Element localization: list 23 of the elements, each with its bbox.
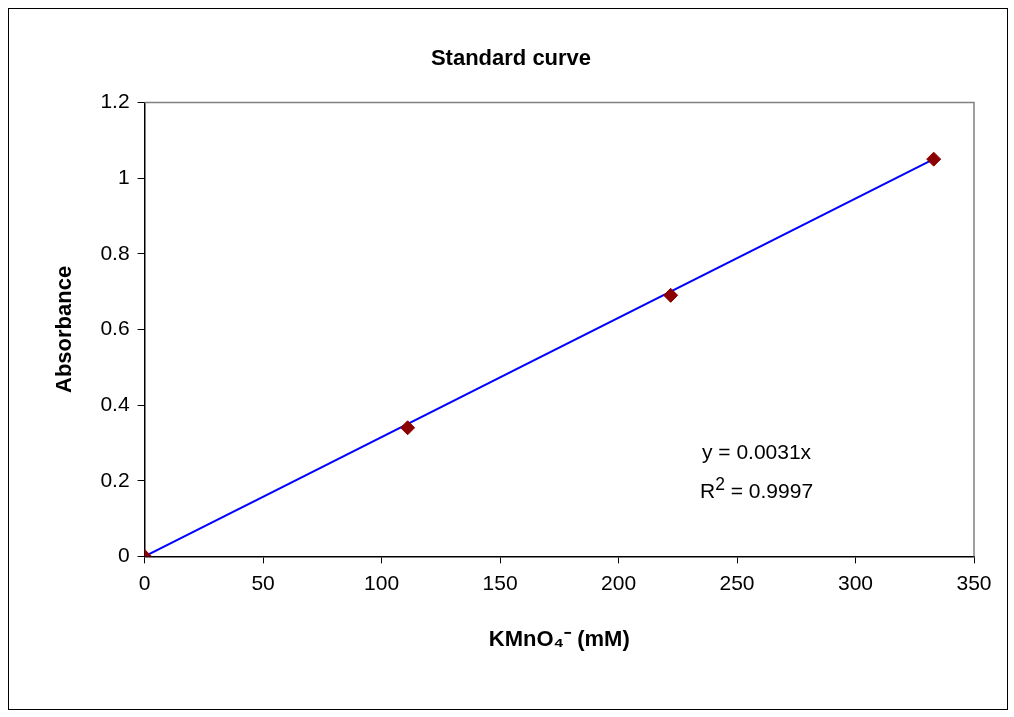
x-tick-label: 300 [837,570,874,594]
y-tick-label: 0.6 [100,316,130,340]
x-tick-label: 350 [956,570,992,594]
y-tick-label: 1 [117,164,130,188]
point [400,420,416,436]
annotation: R$^{2}$ = 0.9997 [700,473,814,504]
y-tick-label: 0.2 [100,467,130,491]
y-tick-label: 0.4 [100,391,130,415]
x-tick-label: 250 [719,570,755,594]
x-tick-label: 150 [482,570,518,594]
x-axis-title: KMnO₄⁻ (mM) [488,625,630,651]
x-tick-label: 200 [601,570,637,594]
y-tick-label: 0 [117,543,130,567]
y-axis-title: Absorbance [51,265,77,393]
point [663,287,679,303]
x-tick-label: 0 [138,570,151,594]
point [926,151,942,167]
y-tick-label: 1.2 [100,89,130,113]
x-tick-label: 100 [364,570,400,594]
annotation: y = 0.0031x [700,439,813,465]
x-tick-label: 50 [251,570,275,594]
y-tick-label: 0.8 [100,240,130,264]
chart-title: Standard curve [430,45,592,71]
